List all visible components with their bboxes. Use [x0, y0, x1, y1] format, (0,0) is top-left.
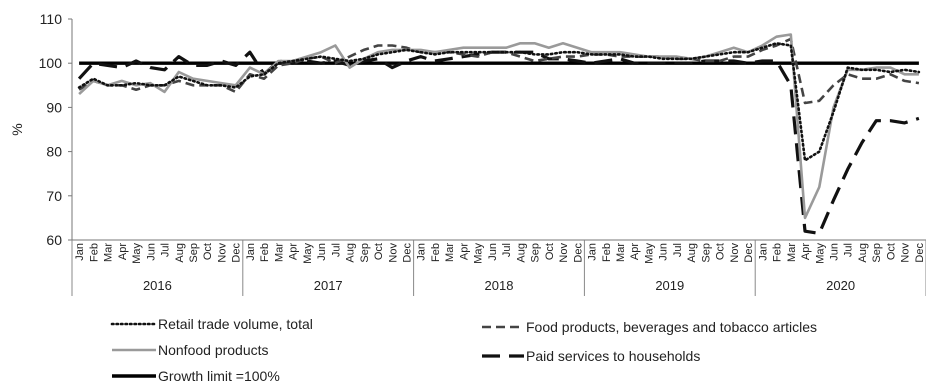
- x-month-label: Jul: [843, 243, 855, 257]
- x-year-label: 2016: [143, 278, 172, 293]
- x-month-label: Oct: [544, 243, 556, 260]
- y-tick-label: 80: [46, 144, 62, 160]
- x-month-label: Jan: [245, 243, 257, 261]
- x-year-label: 2018: [485, 278, 514, 293]
- x-month-label: Aug: [686, 243, 698, 263]
- x-year-label: 2019: [655, 278, 684, 293]
- x-month-label: Feb: [601, 243, 613, 262]
- x-month-label: Dec: [914, 243, 926, 263]
- legend-label: Paid services to households: [526, 348, 700, 364]
- x-month-label: Oct: [885, 243, 897, 260]
- legend-label: Nonfood products: [158, 342, 269, 358]
- x-month-label: Nov: [900, 243, 912, 263]
- x-month-label: Aug: [515, 243, 527, 263]
- legend-label: Food products, beverages and tobacco art…: [526, 319, 817, 335]
- x-month-label: Mar: [273, 243, 285, 262]
- x-month-label: Sep: [871, 243, 883, 263]
- x-month-label: May: [302, 243, 314, 264]
- x-month-label: Dec: [743, 243, 755, 263]
- x-month-label: Dec: [572, 243, 584, 263]
- x-month-label: Jun: [658, 243, 670, 261]
- x-month-label: Apr: [117, 243, 129, 260]
- x-month-label: Oct: [373, 243, 385, 260]
- y-axis-title: %: [9, 123, 25, 135]
- x-month-label: Sep: [188, 243, 200, 263]
- x-month-label: Jul: [672, 243, 684, 257]
- x-month-label: Feb: [430, 243, 442, 262]
- x-month-label: Jul: [501, 243, 513, 257]
- x-month-label: Jun: [145, 243, 157, 261]
- x-month-label: Mar: [786, 243, 798, 262]
- x-month-label: Aug: [857, 243, 869, 263]
- x-month-label: Nov: [729, 243, 741, 263]
- x-month-label: Apr: [629, 243, 641, 260]
- legend: Retail trade volume, total Nonfood produc…: [110, 316, 817, 384]
- x-month-label: Nov: [558, 243, 570, 263]
- x-month-label: Apr: [288, 243, 300, 260]
- x-month-label: Nov: [387, 243, 399, 263]
- x-month-label: Jul: [330, 243, 342, 257]
- x-month-label: Aug: [345, 243, 357, 263]
- x-month-label: May: [643, 243, 655, 264]
- x-month-label: Dec: [401, 243, 413, 263]
- x-month-label: Aug: [174, 243, 186, 263]
- x-month-label: Jan: [757, 243, 769, 261]
- x-month-label: Oct: [202, 243, 214, 260]
- x-month-label: Feb: [772, 243, 784, 262]
- x-month-label: Oct: [715, 243, 727, 260]
- x-month-label: Jun: [487, 243, 499, 261]
- x-year-label: 2020: [826, 278, 855, 293]
- x-month-label: May: [814, 243, 826, 264]
- x-month-label: Mar: [103, 243, 115, 262]
- x-month-label: Feb: [88, 243, 100, 262]
- x-month-label: Sep: [530, 243, 542, 263]
- x-month-label: Jan: [416, 243, 428, 261]
- y-tick-label: 60: [46, 232, 62, 248]
- x-month-label: Dec: [231, 243, 243, 263]
- x-month-label: Sep: [359, 243, 371, 263]
- x-month-label: Sep: [700, 243, 712, 263]
- y-tick-label: 90: [46, 99, 62, 115]
- x-year-label: 2017: [314, 278, 343, 293]
- x-month-label: Jan: [74, 243, 86, 261]
- x-month-label: May: [131, 243, 143, 264]
- series-line-retail-trade-volume-total: [77, 41, 921, 162]
- x-month-label: Mar: [615, 243, 627, 262]
- y-tick-label: 100: [39, 55, 63, 71]
- x-month-label: May: [473, 243, 485, 264]
- y-tick-label: 70: [46, 188, 62, 204]
- y-tick-label: 110: [40, 11, 63, 27]
- x-month-label: Jul: [160, 243, 172, 257]
- legend-label: Retail trade volume, total: [158, 316, 313, 332]
- x-month-label: Nov: [216, 243, 228, 263]
- x-month-label: Jun: [316, 243, 328, 261]
- series-layer: [77, 33, 921, 235]
- legend-label: Growth limit =100%: [158, 368, 280, 384]
- x-month-label: Jan: [587, 243, 599, 261]
- x-month-label: Apr: [800, 243, 812, 260]
- x-month-label: Apr: [458, 243, 470, 260]
- x-month-label: Feb: [259, 243, 271, 262]
- x-month-label: Jun: [828, 243, 840, 261]
- x-month-label: Mar: [444, 243, 456, 262]
- series-line-nonfood-products: [78, 33, 919, 220]
